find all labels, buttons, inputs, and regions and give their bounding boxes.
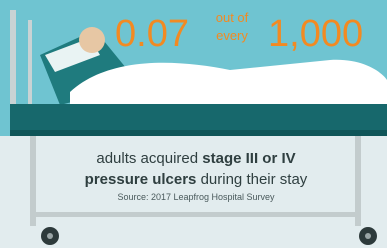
caption-emphasis: pressure ulcers [85,171,197,188]
caption-line: adults acquired stage III or IV [96,150,295,167]
patient-head [79,27,105,53]
source-note: Source: 2017 Leapfrog Hospital Survey [117,192,275,202]
mattress-edge [10,130,387,136]
wheel-hub [365,233,371,239]
mattress [10,104,387,134]
headline-number: 0.07 [115,13,189,55]
caption-text: adults acquired [96,150,198,167]
bed-rail [30,212,361,217]
caption-text: during their stay [201,171,308,188]
caption-line: pressure ulcers during their stay [85,171,308,188]
headline-connector: out of [216,10,249,25]
caption-emphasis: stage III or IV [202,150,295,167]
page: 0.07 out of every 1,000 adults acquired … [0,0,387,248]
infographic: 0.07 out of every 1,000 adults acquired … [0,0,387,248]
wheel-hub [47,233,53,239]
headline-total: 1,000 [268,13,363,55]
headline-connector: every [216,28,248,43]
